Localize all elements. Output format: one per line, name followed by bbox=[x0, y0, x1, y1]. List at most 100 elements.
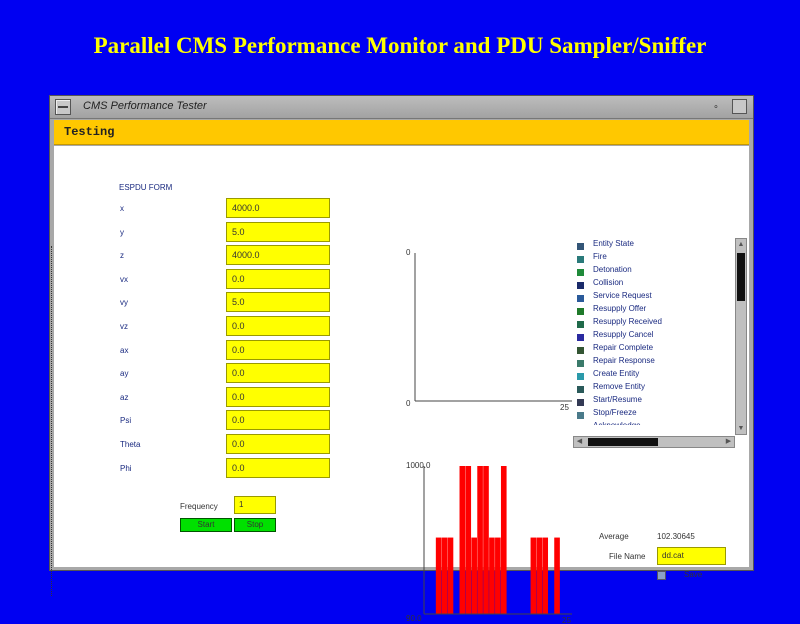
average-label: Average bbox=[599, 532, 629, 541]
frequency-input[interactable]: 1 bbox=[234, 496, 276, 514]
scroll-down-arrow-icon[interactable]: ▼ bbox=[737, 425, 745, 432]
histogram-bar bbox=[435, 537, 442, 614]
histogram-y-bottom-label: 90.0 bbox=[406, 614, 422, 623]
field-label-4: vy bbox=[120, 298, 128, 307]
histogram-bar bbox=[530, 537, 537, 614]
legend-swatch-icon bbox=[577, 360, 584, 367]
legend-label: Start/Resume bbox=[593, 395, 642, 404]
legend-label: Acknowledge bbox=[593, 421, 641, 425]
histogram-bar bbox=[465, 466, 472, 614]
histogram-bar bbox=[441, 537, 448, 614]
field-input-2[interactable]: 4000.0 bbox=[226, 245, 330, 265]
histogram-x-right-label: 25 bbox=[562, 616, 571, 624]
file-name-input[interactable]: dd.cat bbox=[657, 547, 726, 565]
legend-label: Collision bbox=[593, 278, 624, 287]
legend-swatch-icon bbox=[577, 321, 584, 328]
file-name-label: File Name bbox=[609, 552, 646, 561]
legend-swatch-icon bbox=[577, 243, 584, 250]
field-label-7: ay bbox=[120, 369, 129, 378]
legend-label: Resupply Cancel bbox=[593, 330, 654, 339]
legend-label: Entity State bbox=[593, 239, 634, 248]
field-input-10[interactable]: 0.0 bbox=[226, 434, 330, 454]
header-bar: Testing bbox=[54, 120, 749, 145]
legend-swatch-icon bbox=[577, 282, 584, 289]
histogram-bar bbox=[447, 537, 454, 614]
histogram-bar bbox=[554, 537, 560, 614]
legend-swatch-icon bbox=[577, 269, 584, 276]
field-input-8[interactable]: 0.0 bbox=[226, 387, 330, 407]
field-input-6[interactable]: 0.0 bbox=[226, 340, 330, 360]
legend-label: Resupply Offer bbox=[593, 304, 647, 313]
pdu-type-legend[interactable]: Entity State Fire Detonation Collision Servi… bbox=[573, 238, 738, 425]
window-edge-ticks bbox=[51, 246, 55, 596]
histogram-bar bbox=[500, 466, 507, 614]
legend-label: Stop/Freeze bbox=[593, 408, 637, 417]
save-checkbox[interactable] bbox=[657, 571, 666, 580]
legend-swatch-icon bbox=[577, 334, 584, 341]
field-input-5[interactable]: 0.0 bbox=[226, 316, 330, 336]
field-input-7[interactable]: 0.0 bbox=[226, 363, 330, 383]
legend-swatch-icon bbox=[577, 295, 584, 302]
field-label-3: vx bbox=[120, 275, 128, 284]
field-input-9[interactable]: 0.0 bbox=[226, 410, 330, 430]
legend-label: Remove Entity bbox=[593, 382, 646, 391]
window-title: CMS Performance Tester bbox=[83, 100, 207, 112]
legend-label: Detonation bbox=[593, 265, 632, 274]
legend-swatch-icon bbox=[577, 399, 584, 406]
average-value: 102.30645 bbox=[657, 532, 695, 541]
field-input-0[interactable]: 4000.0 bbox=[226, 198, 330, 218]
field-label-8: az bbox=[120, 393, 129, 402]
upper-chart-y-top-label: 0 bbox=[406, 248, 411, 257]
minimize-button[interactable]: ∘ bbox=[713, 101, 719, 111]
field-input-3[interactable]: 0.0 bbox=[226, 269, 330, 289]
start-button[interactable]: Start bbox=[180, 518, 232, 532]
legend-swatch-icon bbox=[577, 347, 584, 354]
window-menu-button[interactable] bbox=[55, 99, 71, 115]
field-input-4[interactable]: 5.0 bbox=[226, 292, 330, 312]
app-window: CMS Performance Tester ∘ Testing ESPDU F… bbox=[49, 95, 754, 624]
frequency-label: Frequency bbox=[180, 502, 218, 511]
field-label-10: Theta bbox=[120, 440, 141, 449]
legend-label: Fire bbox=[593, 252, 607, 261]
upper-chart-x-right-label: 25 bbox=[560, 403, 569, 411]
legend-vertical-scrollbar[interactable]: ▲ ▼ bbox=[735, 238, 747, 435]
save-label: Save bbox=[684, 570, 703, 579]
histogram-y-top-label: 1000.0 bbox=[406, 461, 431, 470]
histogram-bar bbox=[459, 466, 466, 614]
histogram-bar bbox=[536, 537, 543, 614]
legend-swatch-icon bbox=[577, 256, 584, 263]
field-input-1[interactable]: 5.0 bbox=[226, 222, 330, 242]
histogram-bar bbox=[471, 537, 477, 614]
legend-label: Resupply Received bbox=[593, 317, 662, 326]
legend-swatch-icon bbox=[577, 373, 584, 380]
field-label-2: z bbox=[120, 251, 124, 260]
histogram-bar bbox=[477, 466, 483, 614]
field-label-11: Phi bbox=[120, 464, 132, 473]
scroll-up-arrow-icon[interactable]: ▲ bbox=[737, 241, 745, 248]
scroll-right-arrow-icon[interactable]: ▶ bbox=[725, 438, 732, 445]
legend-label: Create Entity bbox=[593, 369, 640, 378]
field-label-5: vz bbox=[120, 322, 128, 331]
histogram-bar bbox=[542, 537, 549, 614]
legend-label: Service Request bbox=[593, 291, 652, 300]
legend-swatch-icon bbox=[577, 308, 584, 315]
field-label-6: ax bbox=[120, 346, 129, 355]
histogram-bar bbox=[495, 537, 501, 614]
hscroll-thumb[interactable] bbox=[588, 438, 658, 446]
legend-label: Repair Complete bbox=[593, 343, 654, 352]
header-label: Testing bbox=[64, 125, 115, 139]
field-label-1: y bbox=[120, 228, 124, 237]
histogram-bar bbox=[489, 537, 495, 614]
main-content: ESPDU FORM x 4000.0 y 5.0 z 4000.0 vx 0.0 vy 5.0 v… bbox=[51, 146, 749, 624]
scroll-left-arrow-icon[interactable]: ◀ bbox=[576, 438, 583, 445]
scroll-thumb[interactable] bbox=[737, 253, 745, 301]
field-label-9: Psi bbox=[120, 416, 132, 425]
maximize-button[interactable] bbox=[732, 99, 747, 114]
stop-button[interactable]: Stop bbox=[234, 518, 276, 532]
legend-horizontal-scrollbar[interactable]: ◀ ▶ bbox=[573, 436, 735, 448]
upper-chart-y-bottom-label: 0 bbox=[406, 399, 411, 408]
window-titlebar[interactable]: CMS Performance Tester ∘ bbox=[50, 96, 753, 119]
slide-title: Parallel CMS Performance Monitor and PDU… bbox=[93, 33, 707, 58]
field-input-11[interactable]: 0.0 bbox=[226, 458, 330, 478]
legend-swatch-icon bbox=[577, 412, 584, 419]
